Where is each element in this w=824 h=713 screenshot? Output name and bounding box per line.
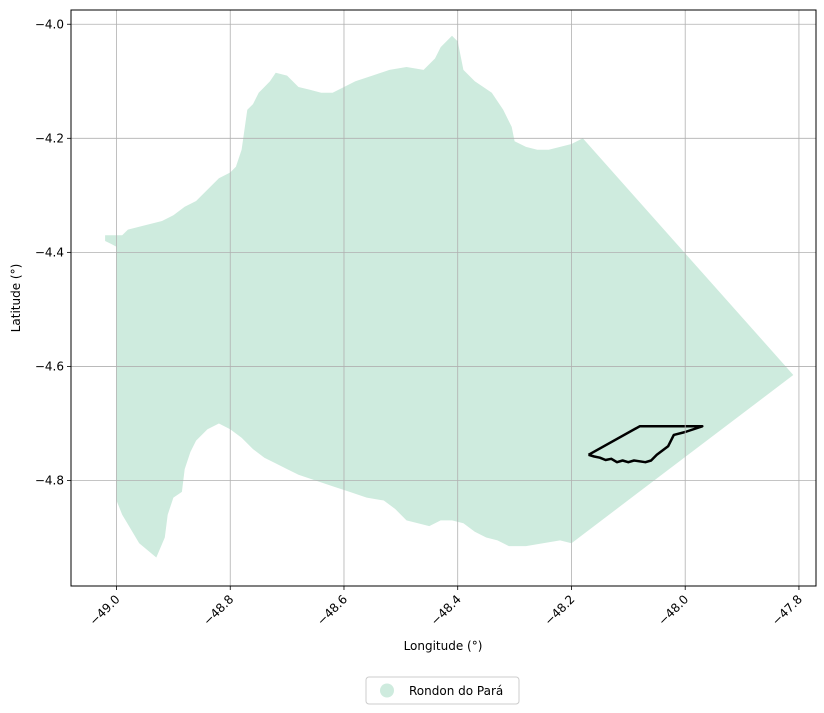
x-axis-label: Longitude (°) <box>404 639 483 653</box>
legend-frame <box>365 676 520 705</box>
legend-marker <box>380 683 394 698</box>
legend-label: Rondon do Pará <box>409 684 503 698</box>
gridlines <box>71 10 816 586</box>
y-tick-label: −4.0 <box>35 17 64 31</box>
y-tick-label: −4.2 <box>35 131 64 145</box>
y-tick-label: −4.4 <box>35 245 64 259</box>
x-tick-label: −47.8 <box>769 592 805 628</box>
x-tick-label: −48.0 <box>655 592 691 628</box>
x-tick-label: −48.8 <box>200 592 236 628</box>
map-shapes <box>105 35 794 558</box>
x-tick-label: −49.0 <box>87 592 123 628</box>
x-tick-label: −48.4 <box>428 592 464 628</box>
x-tick-label: −48.2 <box>542 592 578 628</box>
y-tick-label: −4.6 <box>35 359 64 373</box>
legend: Rondon do Pará <box>365 676 520 705</box>
region-polygon <box>105 35 794 558</box>
x-tick-label: −48.6 <box>314 592 350 628</box>
y-axis-label: Latitude (°) <box>9 264 23 333</box>
highlight-outline <box>587 425 704 464</box>
axes-frame <box>70 9 817 587</box>
y-tick-label: −4.8 <box>35 473 64 487</box>
